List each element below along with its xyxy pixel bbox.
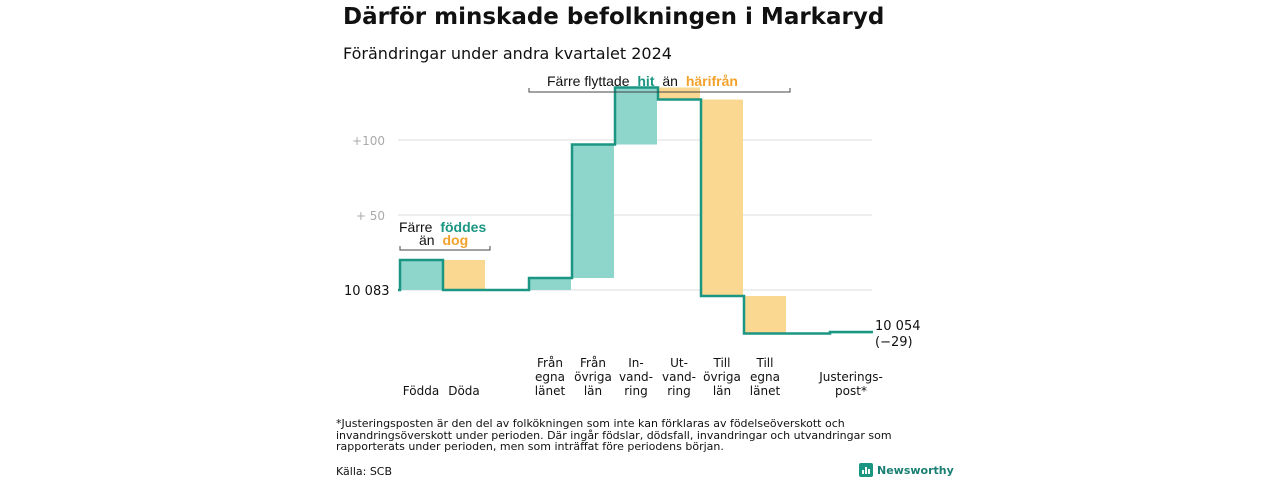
- svg-text:Färre flyttade hit: Färre flyttade hit än härifrån: [547, 73, 738, 89]
- svg-text:Färre föddes: Färre föddes: [399, 219, 486, 235]
- migration-annotation-prefix: Färre flyttade: [547, 73, 630, 89]
- category-label: post*: [835, 384, 867, 398]
- waterfall-bar: [658, 87, 700, 100]
- category-label: egna: [535, 370, 565, 384]
- footnote: *Justeringsposten är den del av folkökni…: [336, 417, 892, 453]
- category-label: Ut-: [670, 356, 688, 370]
- end-change-label: (−29): [875, 335, 913, 350]
- category-label: län: [713, 384, 731, 398]
- category-label: In-: [628, 356, 643, 370]
- births-annotation-line2-prefix: än: [419, 232, 435, 248]
- y-tick-label: + 50: [356, 209, 385, 223]
- category-label: Födda: [403, 384, 439, 398]
- category-label: Till: [713, 356, 731, 370]
- chart-subtitle: Förändringar under andra kvartalet 2024: [343, 44, 672, 63]
- births-bracket: [399, 246, 491, 251]
- newsworthy-icon: [859, 463, 873, 477]
- category-label: vand-: [662, 370, 696, 384]
- births-annotation-teal: föddes: [440, 219, 486, 235]
- category-label: övriga: [574, 370, 612, 384]
- category-label: övriga: [703, 370, 741, 384]
- category-label: vand-: [619, 370, 653, 384]
- category-label: Till: [756, 356, 774, 370]
- waterfall-bar: [572, 144, 614, 278]
- births-annotation: Färre föddes än dog: [399, 219, 491, 251]
- category-label: länet: [535, 384, 566, 398]
- step-line-layer: [398, 86, 873, 335]
- waterfall-bar: [400, 260, 442, 290]
- migration-annotation-orange: härifrån: [686, 73, 738, 89]
- y-tick-label: +100: [352, 134, 385, 148]
- migration-annotation: Färre flyttade hit än härifrån: [528, 73, 791, 93]
- category-label: Justerings-: [818, 370, 883, 384]
- births-annotation-prefix: Färre: [399, 219, 433, 235]
- bars-layer: [400, 87, 872, 334]
- waterfall-bar: [744, 296, 786, 334]
- births-annotation-orange: dog: [442, 232, 468, 248]
- start-value-label: 10 083: [344, 284, 390, 299]
- migration-bracket: [528, 88, 791, 93]
- end-value-label: 10 054: [875, 319, 921, 334]
- category-label: egna: [750, 370, 780, 384]
- source-note: Källa: SCB: [336, 465, 393, 478]
- category-label: Döda: [448, 384, 480, 398]
- category-label: Från: [537, 356, 563, 370]
- svg-text:än dog: än dog: [419, 232, 468, 248]
- waterfall-bar: [529, 278, 571, 290]
- brand-name: Newsworthy: [877, 463, 954, 477]
- category-label: länet: [750, 384, 781, 398]
- waterfall-bar: [701, 99, 743, 296]
- category-label: ring: [624, 384, 648, 398]
- waterfall-bar: [443, 260, 485, 290]
- brand-logo[interactable]: Newsworthy: [859, 463, 954, 477]
- chart-title: Därför minskade befolkningen i Markaryd: [343, 4, 885, 30]
- cumulative-step-line: [398, 86, 873, 335]
- category-label: Från: [580, 356, 606, 370]
- waterfall-bar: [615, 87, 657, 145]
- category-label: ring: [667, 384, 691, 398]
- category-label: län: [584, 384, 602, 398]
- migration-annotation-middle: än: [662, 73, 678, 89]
- migration-annotation-teal: hit: [637, 73, 654, 89]
